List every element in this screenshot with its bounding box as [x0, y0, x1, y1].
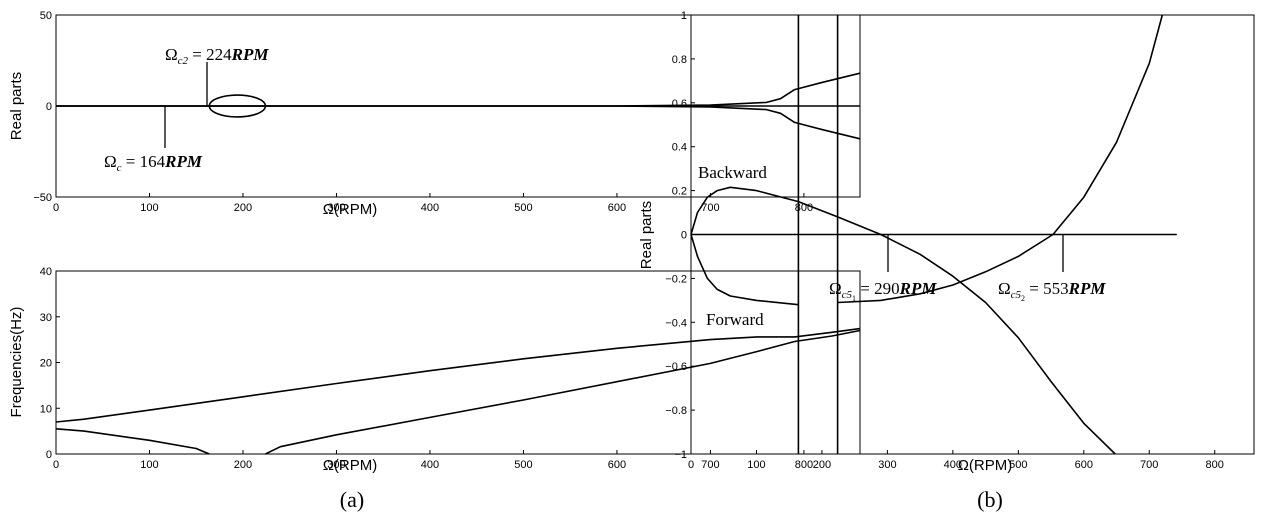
annotation-omega-c5-2: Ωc52 = 553RPM — [998, 235, 1106, 303]
curves — [55, 327, 861, 455]
x-tick-label: 700 — [701, 459, 719, 471]
annotation-text: Ωc2 = 224RPM — [165, 45, 269, 67]
label-forward: Forward — [706, 310, 764, 329]
series-line-0 — [690, 186, 1116, 455]
x-tick-label: 200 — [234, 459, 252, 471]
plot-frame — [55, 270, 861, 455]
series-line-1 — [55, 428, 210, 455]
axis-ticks: 0 100 200 300 400 500 600 700 800 −1 −0.8 −0.6 −0.4 −… — [665, 10, 1224, 471]
y-tick-label: 10 — [40, 403, 52, 415]
y-tick-label: 0.6 — [672, 98, 687, 110]
x-axis-label: Ω(RPM) — [323, 201, 378, 218]
y-tick-label: 1 — [681, 10, 687, 22]
annotation-omega-c: Ωc = 164RPM — [104, 106, 203, 174]
annotation-text: Ωc = 164RPM — [104, 152, 203, 174]
curves — [56, 72, 861, 140]
x-tick-label: 600 — [608, 459, 626, 471]
y-axis-label: Frequencies(Hz) — [8, 307, 25, 418]
x-axis-label: Ω(RPM) — [323, 457, 378, 474]
y-tick-label: −0.2 — [665, 273, 687, 285]
x-tick-label: 300 — [327, 202, 345, 214]
axis-ticks: 0 100 200 300 400 500 600 700 800 0 10 20 30 40 — [40, 266, 813, 471]
annotation-omega-c2: Ωc2 = 224RPM — [165, 45, 269, 106]
y-tick-label: −50 — [33, 192, 52, 204]
x-tick-label: 700 — [701, 202, 719, 214]
y-tick-label: 0.4 — [672, 142, 687, 154]
x-tick-label: 400 — [421, 459, 439, 471]
y-axis-label: Real parts — [638, 201, 655, 269]
x-tick-label: 600 — [1075, 459, 1093, 471]
y-tick-label: 0.2 — [672, 186, 687, 198]
y-tick-label: −1 — [674, 449, 687, 461]
series-line-0 — [55, 327, 861, 423]
x-tick-label: 0 — [53, 202, 59, 214]
x-tick-label: 600 — [608, 202, 626, 214]
x-tick-label: 200 — [813, 459, 831, 471]
x-tick-label: 400 — [944, 459, 962, 471]
x-tick-label: 100 — [140, 202, 158, 214]
label-backward: Backward — [698, 163, 767, 182]
x-tick-label: 800 — [1206, 459, 1224, 471]
series-line-1 — [690, 234, 799, 306]
x-tick-label: 800 — [795, 459, 813, 471]
caption-a: (a) — [340, 487, 364, 512]
x-tick-label: 500 — [514, 459, 532, 471]
x-tick-label: 100 — [140, 459, 158, 471]
y-tick-label: −0.6 — [665, 361, 687, 373]
x-tick-label: 700 — [1140, 459, 1158, 471]
curves — [690, 14, 1177, 455]
y-tick-label: −0.4 — [665, 317, 687, 329]
chart-real-parts-b: 0 100 200 300 400 500 600 700 800 −1 −0.8 −0.6 −0.4 −… — [638, 10, 1255, 474]
y-tick-label: 30 — [40, 312, 52, 324]
x-tick-label: 0 — [688, 459, 694, 471]
critical-region-ellipse — [208, 94, 267, 118]
annotation-omega-c5-1: Ωc51 = 290RPM — [829, 235, 937, 303]
x-tick-label: 300 — [327, 459, 345, 471]
y-tick-label: −0.8 — [665, 405, 687, 417]
x-tick-label: 400 — [421, 202, 439, 214]
y-tick-label: 0 — [46, 101, 52, 113]
y-tick-label: 0 — [681, 230, 687, 242]
y-tick-label: 0 — [46, 449, 52, 461]
series-line-2 — [837, 14, 1164, 304]
x-tick-label: 100 — [747, 459, 765, 471]
series-line-1 — [56, 105, 861, 140]
annotation-text: Ωc52 = 553RPM — [998, 279, 1106, 303]
x-tick-label: 500 — [1009, 459, 1027, 471]
x-tick-label: 200 — [234, 202, 252, 214]
x-axis-label: Ω(RPM) — [958, 457, 1013, 474]
y-tick-label: 0.8 — [672, 54, 687, 66]
x-tick-label: 300 — [878, 459, 896, 471]
series-line-2 — [265, 329, 861, 455]
series-line-0 — [56, 72, 861, 107]
y-axis-label: Real parts — [8, 72, 25, 140]
y-tick-label: 40 — [40, 266, 52, 278]
chart-frequencies-a: 0 100 200 300 400 500 600 700 800 0 10 20 30 40 Ω(RPM… — [8, 266, 861, 474]
caption-b: (b) — [977, 487, 1003, 512]
x-tick-label: 500 — [514, 202, 532, 214]
y-tick-label: 20 — [40, 358, 52, 370]
x-tick-label: 0 — [53, 459, 59, 471]
annotation-text: Ωc51 = 290RPM — [829, 279, 937, 303]
y-tick-label: 50 — [40, 10, 52, 22]
